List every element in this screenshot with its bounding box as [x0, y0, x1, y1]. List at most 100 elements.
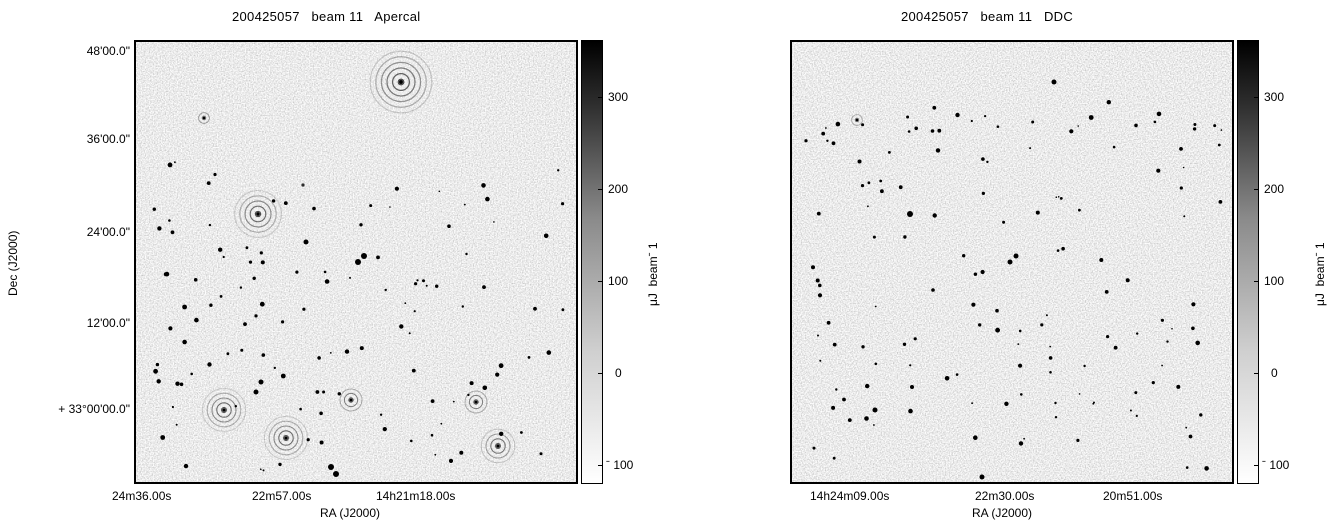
- point-source: [438, 190, 441, 193]
- point-source: [498, 363, 504, 369]
- point-source: [435, 284, 439, 288]
- colorbar-tick-label: 100: [1264, 274, 1285, 288]
- point-source: [932, 213, 937, 218]
- colorbar-tick-mark: [598, 465, 603, 466]
- point-source: [413, 310, 416, 313]
- point-source: [962, 254, 966, 258]
- point-source: [175, 381, 180, 386]
- point-source: [811, 265, 815, 270]
- point-source: [355, 259, 361, 265]
- point-source: [248, 260, 253, 264]
- point-source: [1083, 364, 1086, 368]
- point-source: [872, 235, 876, 239]
- y-axis-label: Dec (J2000): [6, 230, 20, 296]
- point-source: [973, 435, 978, 441]
- bright-source-ring-pattern: [851, 114, 863, 126]
- point-source: [447, 224, 451, 228]
- point-source: [533, 306, 537, 311]
- colorbar-tick-mark: [1254, 465, 1259, 466]
- bright-source-ring-pattern: [480, 428, 516, 464]
- point-source: [306, 438, 310, 442]
- point-source: [254, 314, 258, 318]
- point-source: [465, 252, 468, 256]
- y-tick-label: + 33°00'00.0": [58, 402, 130, 416]
- point-source: [543, 233, 549, 239]
- point-source: [1061, 246, 1065, 251]
- point-source: [361, 253, 367, 259]
- point-source: [168, 326, 173, 331]
- point-source: [1045, 314, 1048, 317]
- point-source: [1031, 120, 1035, 124]
- point-source: [1106, 100, 1111, 105]
- point-source: [1160, 318, 1164, 322]
- point-source: [430, 399, 435, 403]
- point-source: [410, 439, 413, 443]
- point-source: [847, 418, 852, 422]
- point-source: [867, 205, 869, 208]
- y-tick-label: 12'00.0": [86, 316, 130, 330]
- point-source: [1218, 200, 1223, 204]
- point-source: [1056, 249, 1060, 252]
- point-source: [1185, 426, 1188, 429]
- point-source: [481, 183, 486, 188]
- point-source: [425, 284, 428, 287]
- point-source: [1217, 143, 1221, 147]
- point-source: [1182, 166, 1185, 169]
- point-source: [152, 207, 156, 211]
- point-source: [879, 179, 883, 183]
- point-source: [207, 362, 212, 367]
- x-tick-label: 20m51.00s: [1103, 489, 1163, 503]
- point-source: [319, 411, 323, 416]
- point-source: [1153, 120, 1157, 124]
- point-source: [995, 308, 999, 313]
- point-source: [226, 352, 230, 356]
- point-source: [190, 372, 193, 376]
- point-source: [281, 320, 285, 324]
- point-source: [219, 295, 223, 298]
- point-source: [1018, 329, 1022, 333]
- point-source: [1029, 147, 1032, 150]
- point-source: [1077, 125, 1079, 127]
- point-source: [283, 201, 288, 206]
- point-source: [183, 463, 189, 469]
- point-source: [1188, 434, 1193, 439]
- point-source: [499, 431, 504, 436]
- point-source: [1220, 129, 1223, 131]
- point-source: [909, 364, 912, 367]
- point-source: [826, 320, 831, 325]
- colorbar-tick-label: 300: [1264, 90, 1285, 104]
- point-source: [1078, 208, 1081, 212]
- point-source: [835, 121, 841, 127]
- point-source: [213, 172, 217, 177]
- point-source: [944, 376, 950, 381]
- colorbar-tick-label: ˉ 100: [1262, 458, 1290, 472]
- point-source: [971, 302, 976, 307]
- point-source: [842, 397, 846, 402]
- point-source: [907, 130, 911, 133]
- point-source: [981, 191, 985, 195]
- point-source: [303, 239, 309, 245]
- point-source: [222, 255, 225, 259]
- point-source: [1076, 438, 1080, 442]
- point-source: [874, 305, 877, 308]
- point-source: [319, 440, 324, 445]
- x-tick-label: 22m57.00s: [252, 489, 312, 503]
- point-source: [1078, 393, 1081, 395]
- point-source: [482, 285, 486, 289]
- point-source: [160, 435, 166, 440]
- point-source: [1104, 290, 1109, 294]
- point-source: [561, 202, 565, 206]
- colorbar-tick-mark: [598, 97, 603, 98]
- point-source: [1179, 147, 1183, 151]
- panel-title: 200425057 beam 11 Apercal: [232, 9, 421, 24]
- point-source: [880, 189, 884, 194]
- point-source: [1049, 345, 1052, 348]
- point-source: [155, 362, 160, 367]
- point-source: [825, 127, 827, 129]
- point-source: [182, 339, 187, 345]
- point-source: [175, 423, 178, 426]
- point-source: [218, 247, 223, 252]
- point-source: [986, 160, 989, 164]
- colorbar: [581, 40, 603, 484]
- x-tick-label: 14h21m18.00s: [376, 489, 456, 503]
